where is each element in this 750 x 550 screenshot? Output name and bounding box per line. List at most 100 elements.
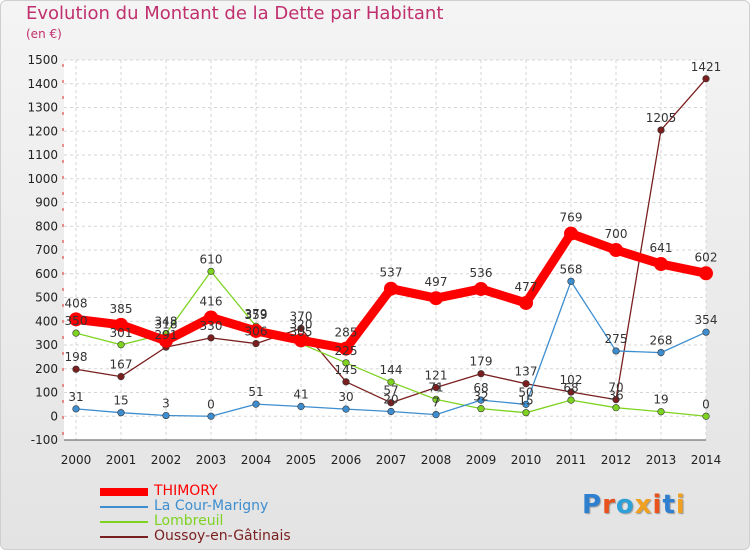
x-tick-label: 2005: [286, 453, 317, 467]
data-point: [477, 405, 485, 413]
data-point: [612, 404, 620, 412]
data-label: 167: [110, 358, 133, 372]
logo-letter: i: [675, 490, 686, 520]
y-tick-label: 500: [35, 291, 58, 305]
data-point: [387, 378, 395, 386]
data-label: 15: [113, 394, 128, 408]
x-tick-label: 2000: [61, 453, 92, 467]
y-tick-label: 100: [35, 386, 58, 400]
y-tick-label: 800: [35, 219, 58, 233]
data-label: 0: [702, 397, 710, 411]
data-label: 385: [110, 302, 133, 316]
data-label: 301: [110, 326, 133, 340]
chart-title: Evolution du Montant de la Dette par Hab…: [26, 3, 444, 24]
data-label: 359: [245, 308, 268, 322]
y-tick-label: 1100: [27, 148, 58, 162]
data-point: [69, 312, 83, 327]
data-label: 416: [200, 294, 223, 308]
data-point: [342, 359, 350, 367]
data-label: 121: [425, 369, 448, 383]
data-point: [342, 378, 350, 386]
data-label: 1421: [691, 60, 722, 74]
data-point: [294, 333, 308, 348]
y-tick-label: -100: [31, 433, 58, 447]
data-point: [207, 412, 215, 420]
data-label: 497: [425, 275, 448, 289]
data-point: [522, 400, 530, 408]
logo-letter: r: [602, 490, 616, 520]
data-label: 31: [68, 390, 83, 404]
x-tick-label: 2006: [331, 453, 362, 467]
data-point: [657, 408, 665, 416]
data-point: [564, 226, 578, 241]
data-label: 536: [470, 266, 493, 280]
data-label: 19: [653, 393, 668, 407]
data-point: [207, 267, 215, 275]
data-point: [699, 266, 713, 281]
data-point: [567, 277, 575, 285]
data-point: [612, 396, 620, 404]
data-label: 370: [290, 309, 313, 323]
data-label: 610: [200, 252, 223, 266]
data-point: [207, 334, 215, 342]
data-point: [72, 405, 80, 413]
y-tick-label: 1400: [27, 77, 58, 91]
y-tick-label: 0: [50, 409, 58, 423]
data-label: 306: [245, 325, 268, 339]
data-point: [702, 328, 710, 336]
data-point: [702, 412, 710, 420]
data-label: 30: [338, 390, 353, 404]
data-point: [477, 370, 485, 378]
legend-swatch: [100, 488, 148, 496]
data-point: [297, 402, 305, 411]
data-label: 0: [207, 397, 215, 411]
data-label: 15: [518, 394, 533, 408]
data-label: 330: [200, 319, 223, 333]
data-point: [387, 407, 395, 416]
x-tick-label: 2014: [691, 453, 722, 467]
data-point: [567, 388, 575, 396]
logo-letter: P: [582, 490, 603, 520]
data-label: 700: [605, 227, 628, 241]
data-point: [72, 329, 80, 337]
logo-letter: x: [634, 490, 653, 520]
x-tick-label: 2011: [556, 453, 587, 467]
y-tick-label: 1500: [27, 53, 58, 67]
data-label: 145: [335, 363, 358, 377]
data-label: 3: [162, 397, 170, 411]
data-label: 41: [293, 388, 308, 402]
data-label: 68: [563, 381, 578, 395]
data-label: 320: [290, 317, 313, 331]
data-label: 379: [245, 307, 268, 321]
data-label: 354: [695, 313, 718, 327]
data-label: 32: [473, 390, 488, 404]
data-point: [609, 243, 623, 257]
data-point: [432, 410, 440, 419]
data-point: [612, 347, 620, 355]
data-label: 50: [518, 385, 533, 399]
y-tick-label: 400: [35, 314, 58, 328]
data-label: 137: [515, 365, 538, 379]
data-point: [252, 400, 260, 408]
y-tick-label: 200: [35, 362, 58, 376]
data-point: [519, 295, 533, 310]
data-label: 102: [560, 373, 583, 387]
y-tick-label: 900: [35, 196, 58, 210]
x-tick-label: 2010: [511, 453, 542, 467]
data-point: [117, 409, 125, 417]
x-tick-label: 2003: [196, 453, 227, 467]
legend-label: Lombreuil: [154, 513, 224, 529]
x-tick-label: 2009: [466, 453, 497, 467]
x-tick-label: 2012: [601, 453, 632, 467]
data-label: 477: [515, 280, 538, 294]
data-point: [252, 339, 260, 348]
data-point: [432, 383, 440, 392]
data-label: 1205: [646, 111, 677, 125]
data-point: [159, 333, 173, 348]
y-tick-label: 1200: [27, 124, 58, 138]
data-label: 36: [608, 389, 623, 403]
data-label: 198: [65, 350, 88, 364]
data-point: [654, 257, 668, 272]
x-tick-label: 2013: [646, 453, 677, 467]
y-tick-label: 1300: [27, 101, 58, 115]
